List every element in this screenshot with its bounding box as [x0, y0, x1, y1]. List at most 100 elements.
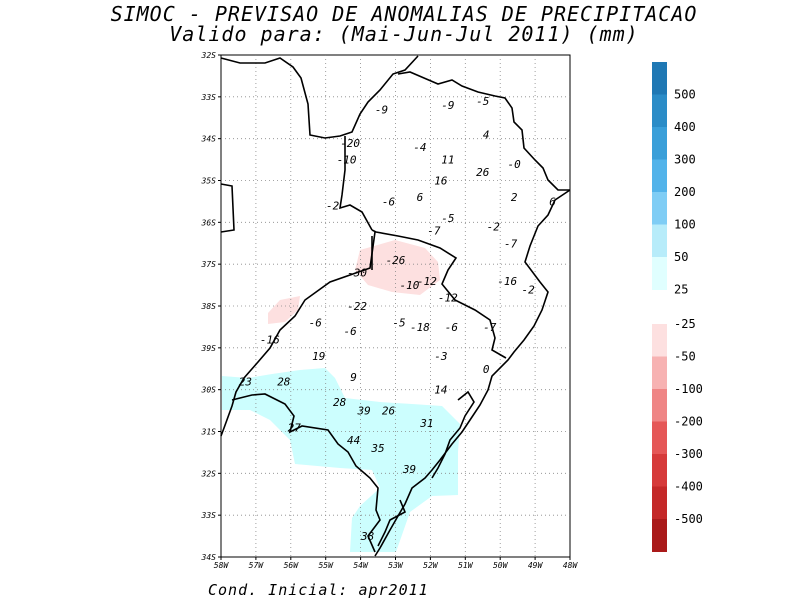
anomaly-value: -12: [438, 292, 458, 305]
colorbar-swatch: [652, 159, 667, 193]
colorbar-swatch: [652, 389, 667, 422]
map-subtitle: Valido para: (Mai-Jun-Jul 2011) (mm): [169, 22, 639, 46]
anomaly-value: 44: [347, 434, 360, 447]
anomaly-value: 11: [441, 154, 454, 167]
colorbar-negative: -25 -50 -100 -200 -300 -400 -500: [652, 317, 703, 552]
longitude-labels: 58W 57W 56W 55W 54W 53W 52W 51W 50W 49W 48W: [214, 557, 579, 570]
longitude-label: 56W: [284, 561, 300, 570]
latitude-label: 34S: [201, 135, 217, 144]
anomaly-value: -30: [347, 267, 367, 280]
longitude-label: 51W: [458, 561, 474, 570]
longitude-label: 58W: [214, 561, 230, 570]
longitude-label: 49W: [528, 561, 544, 570]
anomaly-value: -6: [344, 325, 358, 338]
colorbar-label: 200: [674, 185, 696, 199]
latitude-label: 37S: [201, 260, 217, 269]
colorbar-label: 500: [674, 88, 696, 102]
state-borders: [220, 55, 571, 557]
anomaly-value: 38: [360, 530, 375, 543]
colorbar-swatch: [652, 94, 667, 128]
positive-anomaly-area: [222, 368, 460, 552]
latitude-label: 32S: [201, 51, 217, 60]
colorbar-label: -100: [674, 382, 703, 396]
colorbar-swatch: [652, 192, 667, 225]
colorbar-label: -25: [674, 317, 696, 331]
colorbar-label: -400: [674, 480, 703, 494]
colorbar-swatch: [652, 486, 667, 520]
latitude-label: 36S: [201, 218, 217, 227]
anomaly-value: 27: [288, 421, 302, 434]
latitude-label: 34S: [201, 553, 217, 562]
anomaly-value: -6: [309, 317, 323, 330]
latitude-label: 31S: [201, 428, 217, 437]
latitude-label: 39S: [201, 344, 217, 353]
anomaly-value: -2: [521, 283, 535, 296]
anomaly-value: 6: [549, 195, 556, 208]
colorbar-swatch: [652, 127, 667, 160]
colorbar-label: 300: [674, 153, 696, 167]
anomaly-value: -18: [410, 321, 430, 334]
anomaly-value: -26: [386, 254, 406, 267]
colorbar-label: -50: [674, 350, 696, 364]
anomaly-value: -2: [487, 221, 501, 234]
latitude-label: 32S: [201, 469, 217, 478]
anomaly-value: 31: [419, 417, 433, 430]
anomaly-value: -7: [483, 321, 497, 334]
anomaly-value: -16: [260, 333, 280, 346]
latitude-label: 38S: [201, 302, 217, 311]
longitude-label: 57W: [249, 561, 265, 570]
longitude-label: 53W: [388, 561, 404, 570]
latitude-labels: 32S 33S 34S 35S 36S 37S 38S 39S 30S 31S 32S 33S 34S: [201, 51, 221, 562]
longitude-label: 50W: [493, 561, 509, 570]
anomaly-value: 39: [402, 463, 416, 476]
anomaly-value: -9: [375, 103, 388, 116]
anomaly-value: -6: [382, 195, 396, 208]
anomaly-value: 39: [356, 405, 370, 418]
anomaly-value: 28: [277, 375, 291, 388]
anomaly-value: -7: [504, 237, 518, 250]
latitude-label: 33S: [201, 511, 217, 520]
latitude-label: 30S: [201, 386, 217, 395]
anomaly-value: -5: [441, 212, 454, 225]
colorbar-swatch: [652, 454, 667, 487]
longitude-label: 55W: [318, 561, 334, 570]
anomaly-value: -22: [347, 300, 367, 313]
anomaly-value: 6: [417, 191, 424, 204]
colorbar-label: 100: [674, 218, 696, 232]
latitude-label: 35S: [201, 177, 217, 186]
anomaly-value: -0: [508, 158, 522, 171]
anomaly-value: 14: [434, 384, 447, 397]
colorbar-label: 400: [674, 120, 696, 134]
anomaly-value: 0: [483, 363, 490, 376]
colorbar-label: 25: [674, 283, 688, 297]
negative-anomaly-area: [355, 240, 440, 295]
negative-anomaly-area-small: [268, 296, 300, 324]
colorbar-swatch: [652, 324, 667, 357]
longitude-label: 48W: [563, 561, 579, 570]
anomaly-value: 4: [483, 128, 490, 141]
initial-condition-label: Cond. Inicial: apr2011: [208, 581, 429, 599]
anomaly-value: -20: [340, 137, 360, 150]
anomaly-value: 19: [312, 350, 325, 363]
anomaly-value: -5: [392, 317, 405, 330]
anomaly-value: -4: [413, 141, 426, 154]
anomaly-value: 26: [476, 166, 490, 179]
anomaly-value: -6: [445, 321, 459, 334]
anomaly-value: 28: [333, 396, 347, 409]
anomaly-value: -7: [427, 225, 441, 238]
longitude-label: 52W: [423, 561, 439, 570]
anomaly-shading: [222, 240, 460, 552]
colorbar-label: -300: [674, 447, 703, 461]
colorbar-swatch: [652, 421, 667, 455]
anomaly-value: 35: [370, 442, 384, 455]
anomaly-value: 26: [382, 405, 396, 418]
colorbar-swatch: [652, 356, 667, 390]
colorbar-swatch: [652, 257, 667, 290]
colorbar-label: -200: [674, 415, 703, 429]
map-title: SIMOC - PREVISAO DE ANOMALIAS DE PRECIPI…: [110, 2, 698, 26]
longitude-label: 54W: [353, 561, 369, 570]
anomaly-value: -10: [400, 279, 420, 292]
anomaly-value: 16: [434, 175, 448, 188]
